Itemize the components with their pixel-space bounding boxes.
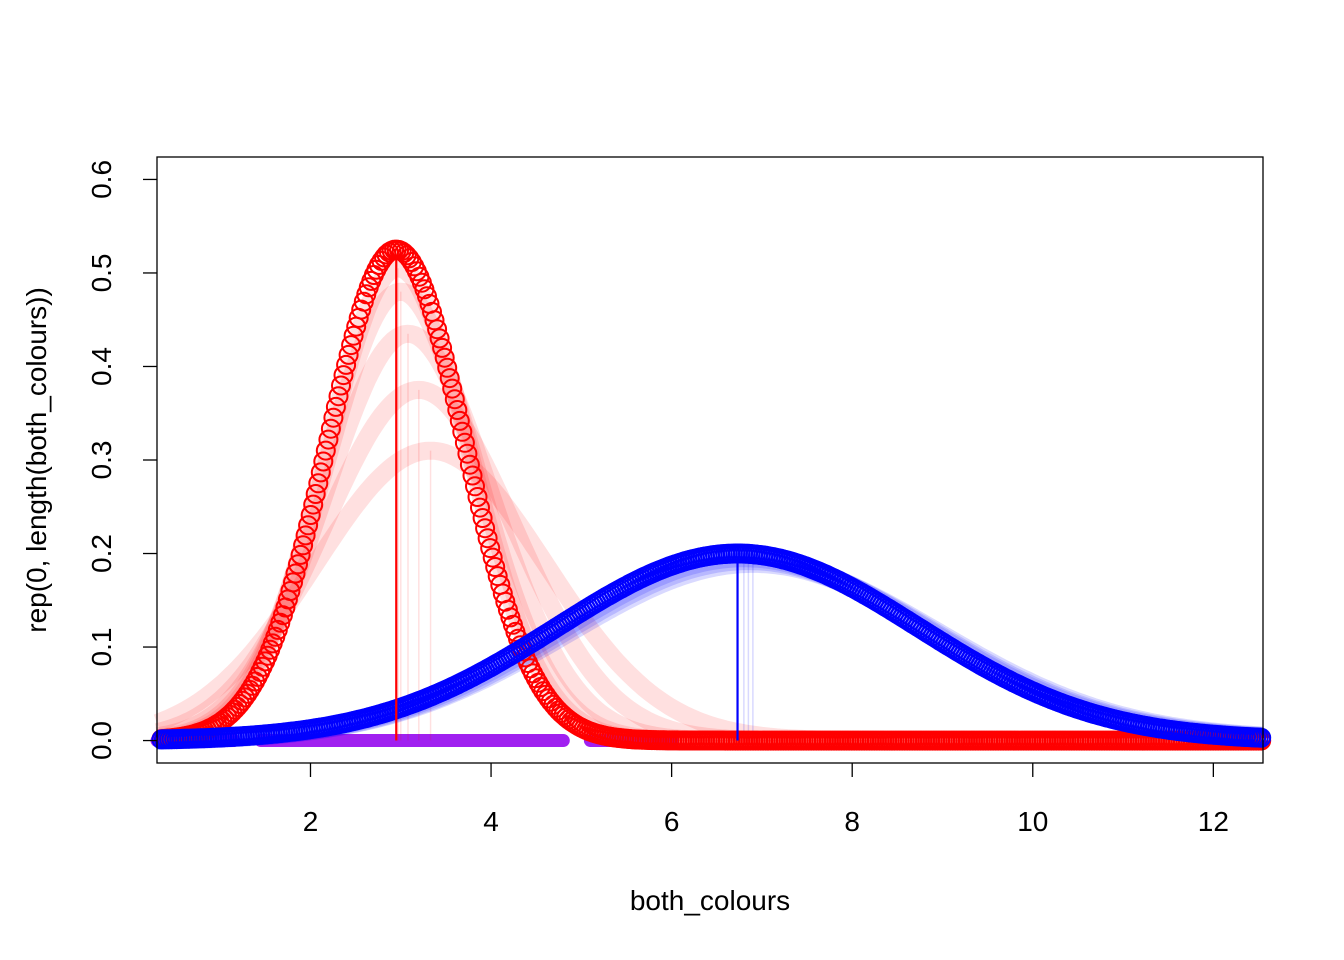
- red-density-point-132: [485, 557, 506, 577]
- red-density-point-112: [434, 347, 455, 368]
- y-tick-label-3: 0.3: [86, 441, 117, 480]
- x-tick-label-10: 10: [1017, 806, 1048, 837]
- red-density-point-114: [439, 368, 460, 389]
- red-density-point-137: [497, 599, 518, 620]
- red-density-point-63: [310, 462, 331, 483]
- red-density-point-62: [308, 473, 329, 494]
- red-density-point-74: [338, 344, 359, 365]
- red-density-point-75: [341, 335, 362, 356]
- red-density-point-130: [480, 538, 501, 559]
- red-density-point-76: [343, 325, 364, 346]
- red-density-point-71: [331, 375, 351, 396]
- y-tick-label-2: 0.2: [86, 534, 117, 573]
- x-tick-label-2: 2: [303, 806, 319, 837]
- x-axis-label: both_colours: [630, 885, 790, 916]
- red-density-point-120: [454, 432, 475, 453]
- red-density-point-129: [477, 528, 498, 549]
- y-axis-label: rep(0, length(both_colours)): [21, 287, 52, 633]
- red-density-point-73: [336, 354, 357, 375]
- red-density-point-121: [457, 443, 478, 464]
- blue-density-layer: [151, 543, 1272, 750]
- red-density-point-55: [290, 544, 311, 565]
- red-density-point-60: [303, 494, 324, 515]
- red-density-point-26: [217, 706, 238, 727]
- red-density-point-116: [444, 389, 465, 410]
- red-density-point-113: [437, 357, 458, 378]
- red-density-point-115: [442, 378, 463, 399]
- x-tick-label-8: 8: [844, 806, 860, 837]
- red-density-point-27: [219, 704, 240, 725]
- red-density-point-108: [424, 310, 445, 331]
- red-density-point-110: [429, 328, 450, 349]
- red-density-point-117: [447, 400, 468, 420]
- red-density-point-152: [535, 684, 556, 705]
- x-axis: 2 4 6 8 10 12: [303, 763, 1229, 837]
- y-tick-label-5: 0.5: [86, 253, 117, 292]
- red-density-point-72: [333, 365, 354, 386]
- red-density-point-58: [298, 515, 319, 536]
- red-density-point-61: [305, 484, 326, 504]
- red-density-point-131: [482, 547, 503, 568]
- y-tick-label-0: 0.0: [86, 721, 117, 760]
- x-tick-label-6: 6: [664, 806, 680, 837]
- red-density-point-70: [328, 386, 349, 407]
- mean-lines-layer: [395, 258, 739, 741]
- red-density-point-54: [288, 554, 308, 575]
- red-density-point-127: [472, 508, 493, 528]
- red-density-point-109: [427, 319, 448, 340]
- red-density-point-128: [475, 518, 496, 539]
- red-density-point-66: [318, 429, 339, 450]
- red-density-point-119: [452, 421, 473, 442]
- x-tick-label-4: 4: [483, 806, 499, 837]
- red-density-point-56: [293, 535, 314, 556]
- red-density-point-68: [323, 407, 344, 428]
- red-density-point-69: [325, 396, 346, 417]
- y-tick-label-6: 0.6: [86, 160, 117, 199]
- red-density-point-32: [232, 690, 253, 711]
- red-density-point-123: [462, 465, 483, 486]
- y-tick-label-1: 0.1: [86, 628, 117, 667]
- red-density-point-59: [300, 505, 321, 525]
- red-density-point-31: [229, 694, 250, 714]
- red-density-point-125: [467, 487, 488, 507]
- y-axis: 0.0 0.1 0.2 0.3 0.4 0.5 0.6: [86, 160, 157, 760]
- red-density-point-122: [459, 454, 480, 475]
- red-density-point-67: [320, 418, 341, 439]
- blue-density-point-435: [1251, 727, 1272, 748]
- red-density-point-97: [396, 245, 417, 266]
- red-density-point-64: [313, 451, 334, 472]
- red-density-point-53: [285, 563, 306, 584]
- x-tick-label-12: 12: [1198, 806, 1229, 837]
- red-density-point-52: [283, 572, 303, 593]
- red-density-point-57: [295, 525, 316, 546]
- red-density-point-118: [449, 410, 470, 431]
- red-density-point-124: [465, 476, 485, 497]
- red-density-point-95: [391, 241, 412, 262]
- red-density-point-65: [315, 440, 336, 461]
- red-density-point-111: [432, 337, 453, 358]
- y-tick-label-4: 0.4: [86, 347, 117, 386]
- red-density-point-126: [470, 497, 490, 518]
